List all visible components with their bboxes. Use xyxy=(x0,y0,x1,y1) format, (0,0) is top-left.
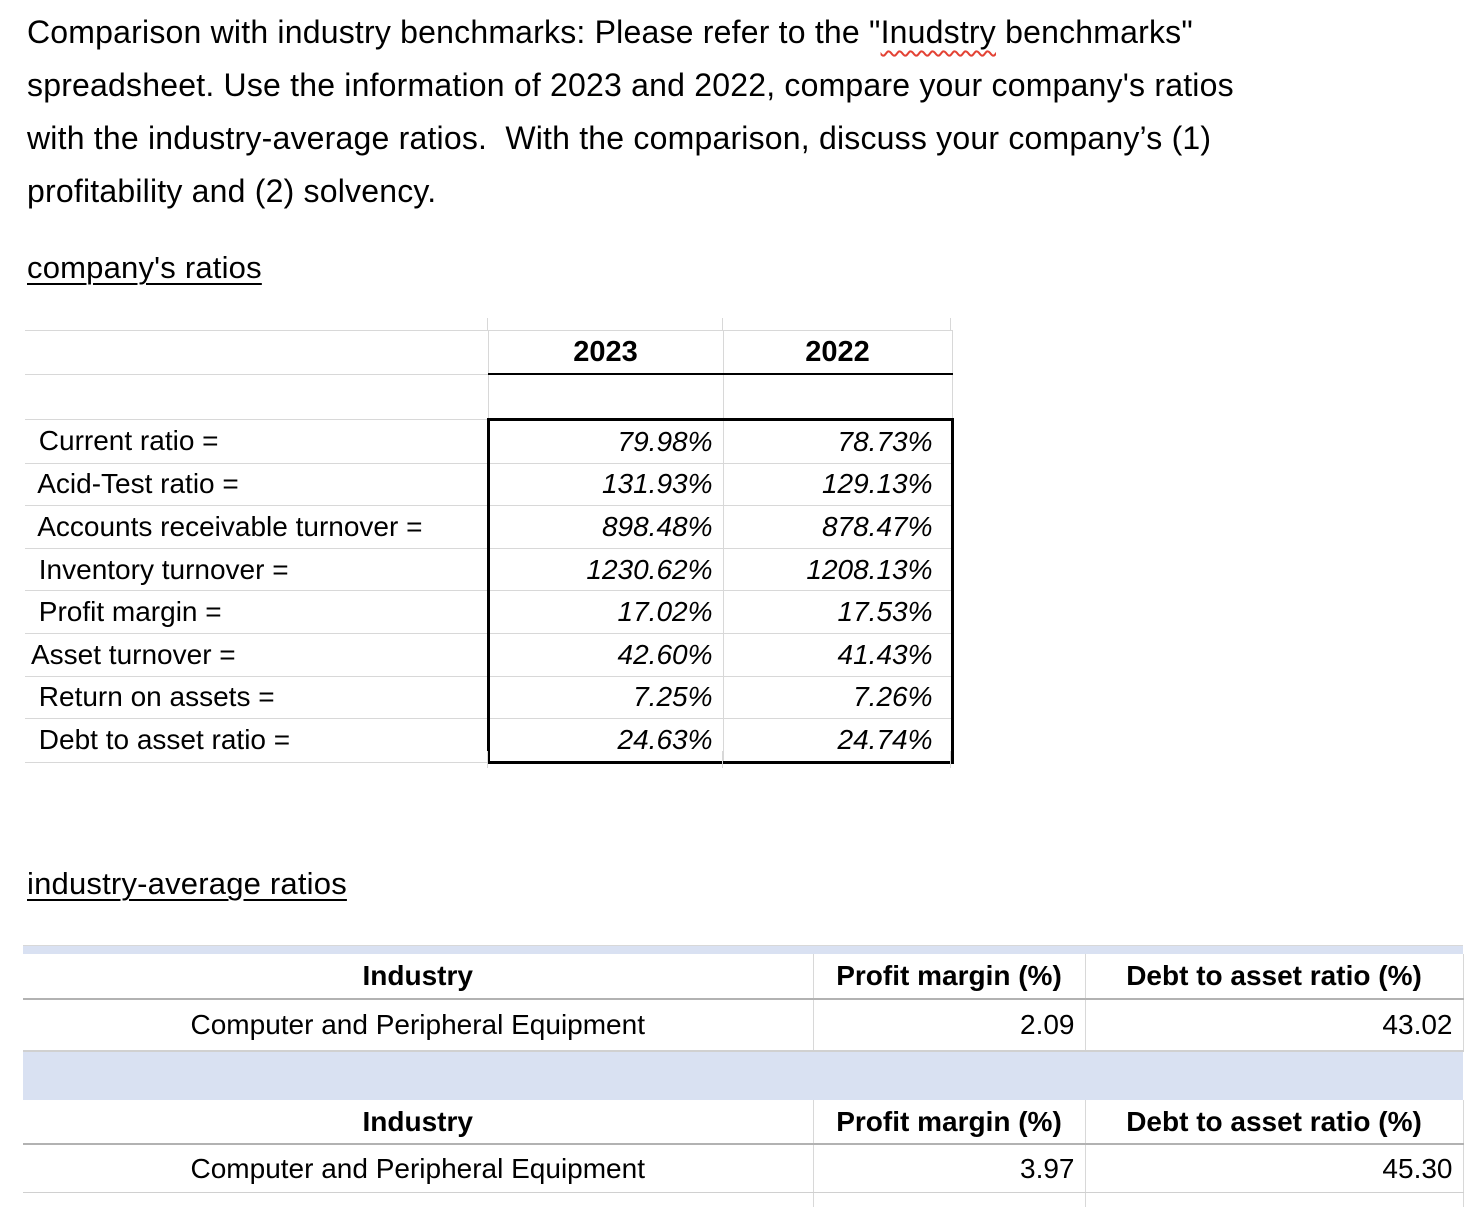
ratio-label-cell[interactable]: Debt to asset ratio = xyxy=(25,718,488,763)
ratio-value-2023[interactable]: 17.02% xyxy=(486,590,724,634)
industry-header-row: Industry Profit margin (%) Debt to asset… xyxy=(23,1100,1464,1145)
ratio-value-2022[interactable]: 24.74% xyxy=(723,718,954,764)
ratio-label-cell[interactable]: Acid-Test ratio = xyxy=(25,463,488,507)
industry-col-header[interactable]: Industry xyxy=(23,1100,814,1145)
misspelled-word: Inudstry xyxy=(880,14,996,50)
industry-name-cell[interactable]: Computer and Peripheral Equipment xyxy=(23,1144,814,1193)
ratio-value-2022[interactable]: 17.53% xyxy=(723,590,954,634)
col-header-2022[interactable]: 2022 xyxy=(723,330,953,375)
ratio-label-cell[interactable]: Inventory turnover = xyxy=(25,548,488,592)
ratio-row-debt-to-asset: Debt to asset ratio = 24.63% 24.74% xyxy=(25,718,954,764)
gridline-stub xyxy=(722,318,723,330)
industry-name-cell[interactable]: Computer and Peripheral Equipment xyxy=(23,999,814,1052)
ratio-value-2023[interactable]: 79.98% xyxy=(486,418,724,464)
intro-text-part1: Comparison with industry benchmarks: Ple… xyxy=(27,14,881,50)
profit-margin-value[interactable]: 3.97 xyxy=(813,1144,1086,1193)
ratio-value-2023[interactable]: 1230.62% xyxy=(486,548,724,592)
debt-to-asset-col-header[interactable]: Debt to asset ratio (%) xyxy=(1085,954,1464,1000)
ratio-value-2023[interactable]: 24.63% xyxy=(486,718,724,764)
company-ratios-table: 2023 2022 Current ratio = 79.98% 78.73% … xyxy=(25,330,954,764)
partial-bottom-row xyxy=(23,1192,1464,1207)
ratio-spacer-row xyxy=(25,374,953,420)
ratio-label-cell[interactable]: Accounts receivable turnover = xyxy=(25,505,488,549)
ratio-value-2023[interactable]: 7.25% xyxy=(486,676,724,720)
gridline-stub xyxy=(722,751,723,768)
industry-data-row: Computer and Peripheral Equipment 2.09 4… xyxy=(23,999,1464,1052)
ratio-label-cell[interactable]: Asset turnover = xyxy=(25,633,488,677)
ratio-value-2022[interactable]: 1208.13% xyxy=(723,548,954,592)
ratio-row-profit-margin: Profit margin = 17.02% 17.53% xyxy=(25,590,954,634)
debt-to-asset-col-header[interactable]: Debt to asset ratio (%) xyxy=(1085,1100,1464,1145)
profit-margin-value[interactable]: 2.09 xyxy=(813,999,1086,1052)
ratio-row-inventory-turnover: Inventory turnover = 1230.62% 1208.13% xyxy=(25,548,954,592)
gridline-stub xyxy=(950,751,951,768)
ratio-value-2023[interactable]: 131.93% xyxy=(486,463,724,507)
intro-paragraph: Comparison with industry benchmarks: Ple… xyxy=(27,6,1457,218)
ratio-value-2023[interactable]: 898.48% xyxy=(486,505,724,549)
profit-margin-col-header[interactable]: Profit margin (%) xyxy=(813,1100,1086,1145)
blue-band-row xyxy=(23,945,1463,954)
industry-table-2: Industry Profit margin (%) Debt to asset… xyxy=(23,1100,1464,1207)
ratio-value-2022[interactable]: 78.73% xyxy=(723,418,954,464)
company-ratios-heading: company's ratios xyxy=(27,250,262,285)
ratio-header-empty-cell[interactable] xyxy=(25,330,489,375)
ratio-row-return-on-assets: Return on assets = 7.25% 7.26% xyxy=(25,676,954,720)
industry-data-row: Computer and Peripheral Equipment 3.97 4… xyxy=(23,1144,1464,1193)
industry-header-row: Industry Profit margin (%) Debt to asset… xyxy=(23,954,1464,1000)
ratio-value-2022[interactable]: 41.43% xyxy=(723,633,954,677)
industry-ratios-heading: industry-average ratios xyxy=(27,866,347,901)
ratio-label-cell[interactable]: Current ratio = xyxy=(25,419,488,464)
ratio-row-ar-turnover: Accounts receivable turnover = 898.48% 8… xyxy=(25,505,954,549)
ratio-row-asset-turnover: Asset turnover = 42.60% 41.43% xyxy=(25,633,954,677)
industry-col-header[interactable]: Industry xyxy=(23,954,814,1000)
debt-to-asset-value[interactable]: 43.02 xyxy=(1085,999,1464,1052)
ratio-value-2022[interactable]: 129.13% xyxy=(723,463,954,507)
col-header-2023[interactable]: 2023 xyxy=(488,330,724,375)
ratio-label-cell[interactable]: Return on assets = xyxy=(25,676,488,720)
industry-table-1: Industry Profit margin (%) Debt to asset… xyxy=(23,945,1464,1052)
ratio-value-2023[interactable]: 42.60% xyxy=(486,633,724,677)
intro-text-part3: benchmarks" spreadsheet. Use the informa… xyxy=(27,14,1234,209)
ratio-row-acid-test: Acid-Test ratio = 131.93% 129.13% xyxy=(25,463,954,507)
gridline-stub xyxy=(487,751,488,768)
blue-band-spacer xyxy=(23,1052,1463,1100)
ratio-header-row: 2023 2022 xyxy=(25,330,953,375)
debt-to-asset-value[interactable]: 45.30 xyxy=(1085,1144,1464,1193)
gridline-stub xyxy=(487,318,488,330)
profit-margin-col-header[interactable]: Profit margin (%) xyxy=(813,954,1086,1000)
gridline-stub xyxy=(950,318,951,330)
ratio-value-2022[interactable]: 7.26% xyxy=(723,676,954,720)
ratio-row-current-ratio: Current ratio = 79.98% 78.73% xyxy=(25,418,954,464)
ratio-value-2022[interactable]: 878.47% xyxy=(723,505,954,549)
ratio-label-cell[interactable]: Profit margin = xyxy=(25,590,488,634)
